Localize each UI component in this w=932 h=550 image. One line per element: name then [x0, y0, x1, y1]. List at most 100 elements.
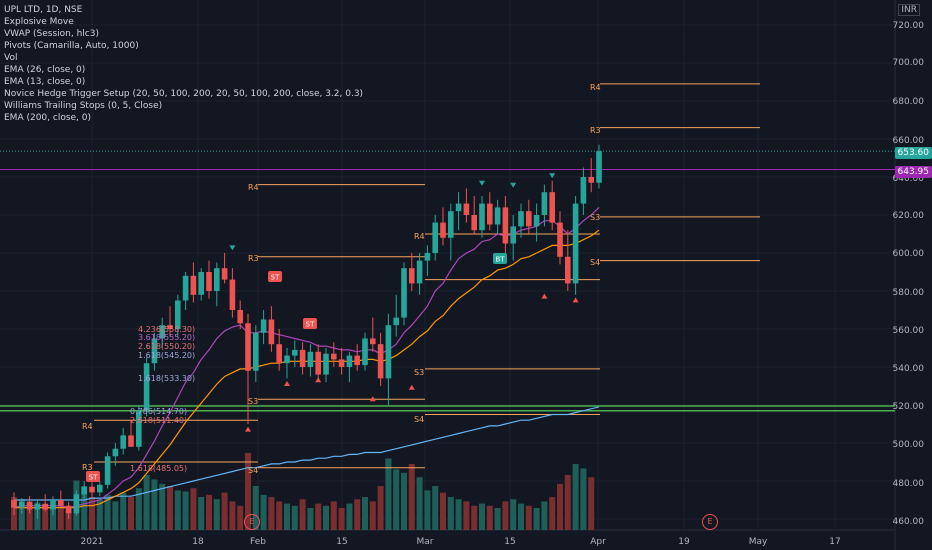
earnings-badge[interactable]: E [702, 514, 718, 530]
volume-bar [408, 464, 415, 530]
volume-bar [455, 499, 462, 530]
volume-bar [346, 503, 353, 530]
sell-signal-triangle [479, 180, 485, 186]
volume-bar [50, 505, 56, 530]
candle-body [73, 494, 80, 514]
legend-vol[interactable]: Vol [4, 53, 18, 63]
legend-explosive-move[interactable]: Explosive Move [4, 17, 74, 27]
volume-bar [440, 492, 446, 530]
candle-body [58, 500, 64, 506]
legend-vwap[interactable]: VWAP (Session, hlc3) [4, 29, 99, 39]
candle-body [143, 363, 150, 411]
candle-body [206, 272, 212, 291]
volume-bar [190, 488, 197, 530]
volume-bar [354, 499, 361, 530]
candle-body [260, 319, 267, 333]
y-tick-label: 600.00 [892, 249, 925, 259]
volume-bar [564, 475, 571, 530]
pivot-label: R4 [248, 183, 259, 192]
candle-body [588, 177, 594, 183]
buy-signal-triangle [369, 396, 376, 402]
candle-body [401, 268, 407, 318]
candle-body [526, 211, 532, 227]
candle-body [557, 222, 563, 257]
volume-bar [104, 494, 111, 530]
volume-bar [268, 497, 275, 530]
volume-bar [315, 503, 322, 530]
candle-body [292, 349, 298, 356]
candle-body [151, 338, 158, 364]
buy-signal-triangle [284, 381, 290, 386]
candle-body [26, 501, 33, 510]
candle-body [533, 215, 540, 227]
x-tick-label: 19 [678, 537, 690, 547]
y-tick-label: 560.00 [892, 326, 925, 336]
candle-body [237, 310, 243, 324]
currency-label[interactable]: INR [898, 4, 920, 16]
legend-williams-stops[interactable]: Williams Trailing Stops (0, 5, Close) [4, 101, 163, 111]
y-tick-label: 540.00 [892, 364, 925, 374]
candle-body [432, 222, 438, 253]
st-badge-box [303, 318, 317, 329]
volume-bar [128, 497, 134, 530]
volume-bar [229, 501, 236, 530]
candle-body [596, 151, 602, 183]
legend-novice-hedge[interactable]: Novice Hedge Trigger Setup (20, 50, 100,… [4, 89, 364, 99]
pivot-label: R4 [414, 232, 425, 241]
indicator-legend: UPL LTD, 1D, NSE Explosive Move VWAP (Se… [4, 4, 363, 124]
legend-ema200[interactable]: EMA (200, close, 0) [4, 113, 92, 123]
candle-body [572, 203, 579, 284]
candle-body [97, 484, 103, 493]
volume-bar [57, 501, 64, 530]
candle-body [315, 351, 321, 375]
pivot-price-tag: 643.95 [894, 166, 932, 178]
volume-bar [167, 486, 173, 530]
pivot-label: R3 [590, 126, 601, 135]
y-tick-label: 640.00 [892, 174, 925, 184]
volume-bar [159, 483, 166, 530]
volume-bar [369, 501, 376, 530]
candle-body [112, 448, 119, 457]
candle-body [253, 332, 259, 371]
candle-body [120, 435, 126, 449]
candle-body [354, 355, 360, 366]
x-tick-label: Feb [250, 537, 266, 547]
volume-bar [572, 464, 579, 530]
sell-signal-triangle [229, 245, 236, 251]
candle-body [440, 222, 446, 238]
earnings-badge[interactable]: E [244, 514, 260, 530]
y-tick-label: 500.00 [892, 440, 925, 450]
volume-bar [494, 508, 501, 530]
legend-ema13[interactable]: EMA (13, close, 0) [4, 77, 86, 87]
volume-bar [533, 508, 540, 530]
candle-body [221, 268, 228, 280]
volume-bar [42, 503, 49, 530]
volume-bar [213, 499, 220, 530]
st-badge-box [86, 471, 100, 482]
x-tick-label: Apr [590, 537, 606, 547]
candle-body [167, 325, 173, 329]
legend-symbol[interactable]: UPL LTD, 1D, NSE [4, 5, 83, 15]
volume-bar [338, 508, 345, 530]
legend-ema26[interactable]: EMA (26, close, 0) [4, 65, 86, 75]
candle-body [518, 211, 524, 227]
legend-pivots[interactable]: Pivots (Camarilla, Auto, 1000) [4, 41, 139, 51]
pivot-label: R4 [82, 422, 93, 431]
pivot-label: S3 [414, 368, 425, 377]
pivot-label: S3 [590, 213, 601, 222]
fib-label: 0.786(514.70) [130, 407, 188, 416]
volume-bar [18, 499, 25, 530]
y-tick-label: 660.00 [892, 136, 925, 146]
candle-body [104, 456, 111, 485]
y-tick-label: 700.00 [892, 58, 925, 68]
candle-body [463, 203, 470, 215]
candle-body [136, 410, 142, 447]
pivot-label: R3 [82, 463, 93, 472]
x-tick-label: 15 [336, 537, 348, 547]
buy-signal-triangle [245, 426, 251, 432]
candle-body [323, 353, 329, 375]
candle-body [416, 260, 423, 284]
candle-body [370, 338, 376, 345]
volume-bar [112, 501, 119, 530]
